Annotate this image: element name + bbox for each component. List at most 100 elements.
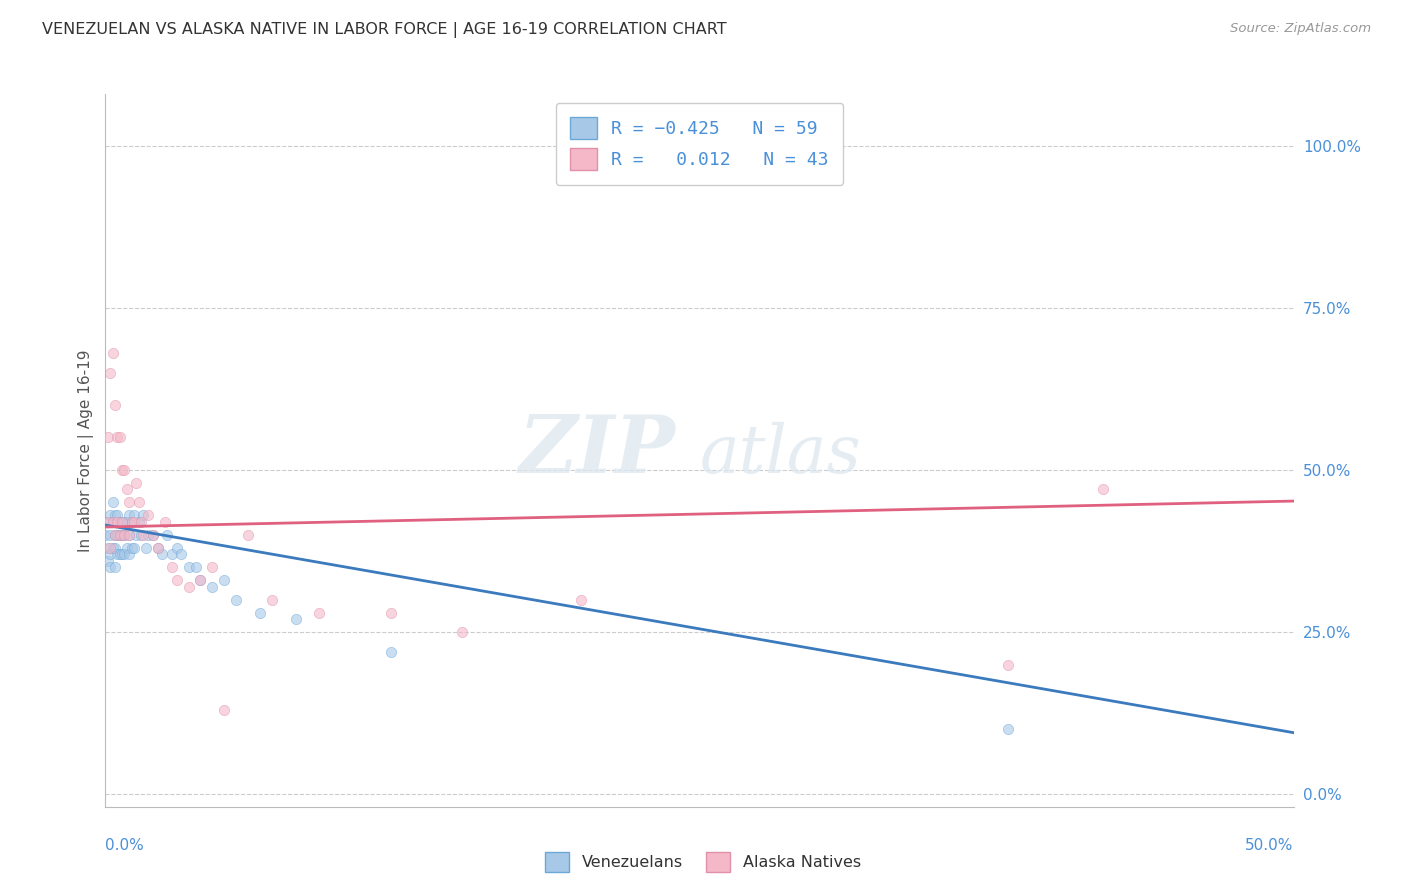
Point — [108, 547, 131, 561]
Point — [111, 515, 134, 529]
Point — [225, 592, 247, 607]
Point — [121, 515, 143, 529]
Point — [128, 495, 150, 509]
Point — [122, 541, 145, 555]
Point — [125, 475, 148, 490]
Point — [115, 483, 138, 497]
Point — [380, 644, 402, 658]
Point — [129, 528, 152, 542]
Point — [115, 541, 138, 555]
Point — [118, 528, 141, 542]
Point — [132, 528, 155, 542]
Point — [118, 528, 141, 542]
Point — [125, 528, 148, 542]
Y-axis label: In Labor Force | Age 16-19: In Labor Force | Age 16-19 — [79, 349, 94, 552]
Point — [98, 541, 121, 555]
Point — [105, 508, 128, 523]
Point — [156, 528, 179, 542]
Point — [105, 515, 128, 529]
Point — [97, 515, 120, 529]
Point — [111, 463, 134, 477]
Point — [118, 547, 141, 561]
Point — [142, 528, 165, 542]
Point — [105, 547, 128, 561]
Point — [114, 528, 136, 542]
Point — [153, 515, 176, 529]
Point — [214, 703, 236, 717]
Point — [98, 366, 121, 380]
Text: 0.0%: 0.0% — [105, 838, 145, 853]
Point — [260, 592, 283, 607]
Point — [97, 554, 120, 568]
Point — [190, 573, 212, 587]
Point — [136, 508, 159, 523]
Point — [111, 515, 134, 529]
Point — [177, 580, 200, 594]
Point — [129, 515, 152, 529]
Point — [105, 528, 128, 542]
Point — [98, 508, 121, 523]
Point — [201, 560, 224, 574]
Text: VENEZUELAN VS ALASKA NATIVE IN LABOR FORCE | AGE 16-19 CORRELATION CHART: VENEZUELAN VS ALASKA NATIVE IN LABOR FOR… — [42, 22, 727, 38]
Point — [122, 508, 145, 523]
Point — [114, 515, 136, 529]
Point — [97, 541, 120, 555]
Point — [104, 508, 127, 523]
Point — [1092, 483, 1115, 497]
Point — [122, 515, 145, 529]
Legend: Venezuelans, Alaska Natives: Venezuelans, Alaska Natives — [537, 844, 869, 880]
Point — [214, 573, 236, 587]
Point — [101, 515, 124, 529]
Point — [97, 515, 120, 529]
Point — [105, 430, 128, 444]
Point — [284, 612, 307, 626]
Point — [249, 606, 271, 620]
Point — [177, 560, 200, 574]
Point — [104, 528, 127, 542]
Point — [128, 515, 150, 529]
Point — [108, 528, 131, 542]
Point — [190, 573, 212, 587]
Point — [98, 528, 121, 542]
Point — [101, 541, 124, 555]
Point — [152, 547, 174, 561]
Legend: R = −0.425   N = 59, R =   0.012   N = 43: R = −0.425 N = 59, R = 0.012 N = 43 — [555, 103, 844, 185]
Point — [108, 515, 131, 529]
Point — [104, 541, 127, 555]
Point — [146, 541, 169, 555]
Point — [104, 528, 127, 542]
Point — [121, 515, 143, 529]
Text: atlas: atlas — [700, 421, 862, 487]
Text: 50.0%: 50.0% — [1246, 838, 1294, 853]
Point — [98, 547, 121, 561]
Point — [114, 547, 136, 561]
Point — [170, 547, 193, 561]
Point — [108, 430, 131, 444]
Point — [146, 541, 169, 555]
Text: Source: ZipAtlas.com: Source: ZipAtlas.com — [1230, 22, 1371, 36]
Point — [135, 541, 157, 555]
Point — [114, 463, 136, 477]
Point — [380, 606, 402, 620]
Point — [111, 547, 134, 561]
Point — [111, 528, 134, 542]
Point — [166, 573, 188, 587]
Point — [569, 592, 592, 607]
Point — [166, 541, 188, 555]
Point — [97, 430, 120, 444]
Point — [142, 528, 165, 542]
Point — [160, 547, 183, 561]
Point — [236, 528, 259, 542]
Point — [104, 398, 127, 412]
Point — [114, 528, 136, 542]
Point — [101, 346, 124, 360]
Point — [101, 515, 124, 529]
Point — [118, 495, 141, 509]
Point — [201, 580, 224, 594]
Point — [115, 515, 138, 529]
Point — [132, 508, 155, 523]
Point — [118, 508, 141, 523]
Point — [184, 560, 207, 574]
Point — [997, 723, 1019, 737]
Point — [94, 528, 117, 542]
